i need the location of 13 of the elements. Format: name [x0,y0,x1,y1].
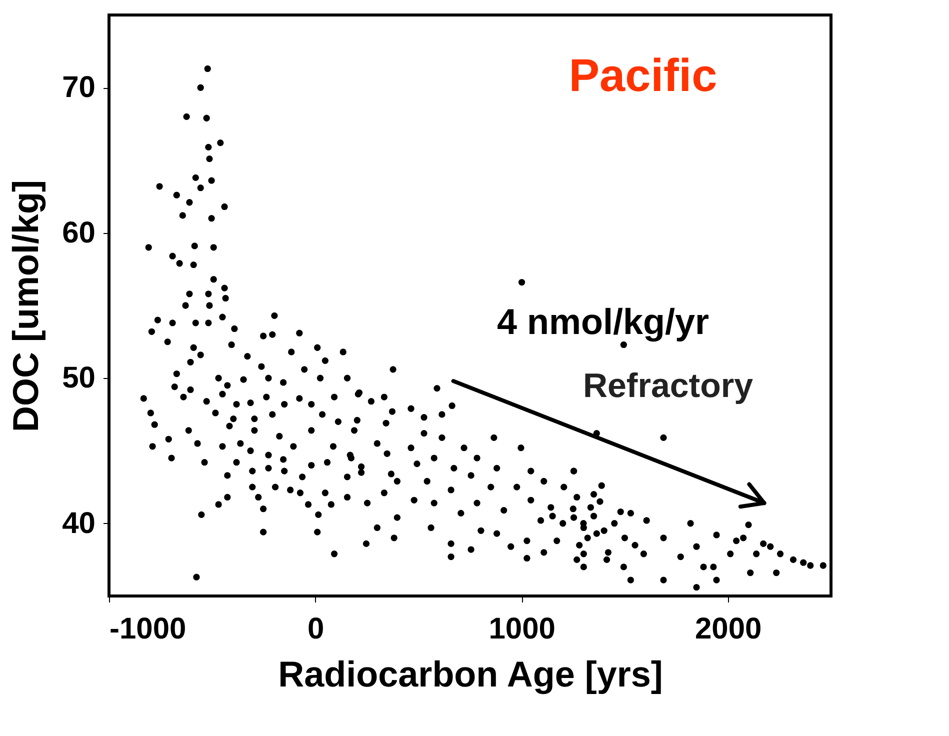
x-tick-label: 2000 [694,612,762,646]
x-tick-label: -1000 [110,612,186,646]
y-tick-label: 70 [62,71,96,104]
y-tick-label: 50 [62,362,96,395]
annotation: Pacific [568,49,718,101]
annotation: Refractory [582,367,754,405]
x-axis-title: Radiocarbon Age [yrs] [278,654,663,694]
annotation: 4 nmol/kg/yr [496,301,710,342]
x-tick-label: 0 [307,612,324,646]
y-tick-label: 60 [62,216,96,250]
y-axis-title: DOC [umol/kg] [5,180,46,432]
y-tick-label: 40 [62,506,96,540]
x-tick-label: 1000 [488,612,556,646]
